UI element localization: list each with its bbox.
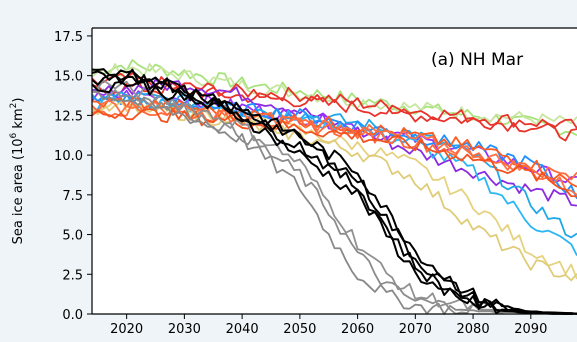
series-line-18	[91, 68, 577, 315]
x-tick-label: 2020	[110, 322, 143, 337]
y-tick-label: 17.5	[54, 30, 83, 45]
x-tick-label: 2080	[457, 322, 490, 337]
y-tick-label: 10.0	[54, 149, 83, 164]
x-tick-label: 2090	[514, 322, 547, 337]
y-tick-label: 7.5	[62, 189, 83, 204]
y-tick-label: 2.5	[62, 268, 83, 283]
x-tick-label: 2040	[226, 322, 259, 337]
series-line-21	[91, 80, 577, 315]
panel-annotation: (a) NH Mar	[431, 50, 523, 70]
x-tick-label: 2060	[341, 322, 374, 337]
series-line-20	[91, 73, 577, 315]
y-tick-label: 15.0	[54, 70, 83, 85]
series-layer	[91, 59, 577, 315]
y-tick-label: 12.5	[54, 109, 83, 124]
series-line-14	[91, 108, 577, 198]
series-line-10	[91, 101, 577, 282]
x-tick-label: 2050	[283, 322, 316, 337]
x-tick-label: 2070	[399, 322, 432, 337]
y-tick-label: 0.0	[62, 308, 83, 323]
y-tick-label: 5.0	[62, 229, 83, 244]
y-axis-label: Sea ice area (106 km2)	[9, 98, 26, 245]
axes-layer: 0.0 2.5 5.0 7.5 10.0 12.5 15.0 17.5 2020 2030 2040…	[54, 27, 577, 337]
series-line-6	[91, 91, 577, 239]
series-line-19	[91, 68, 577, 315]
x-tick-label: 2030	[168, 322, 201, 337]
